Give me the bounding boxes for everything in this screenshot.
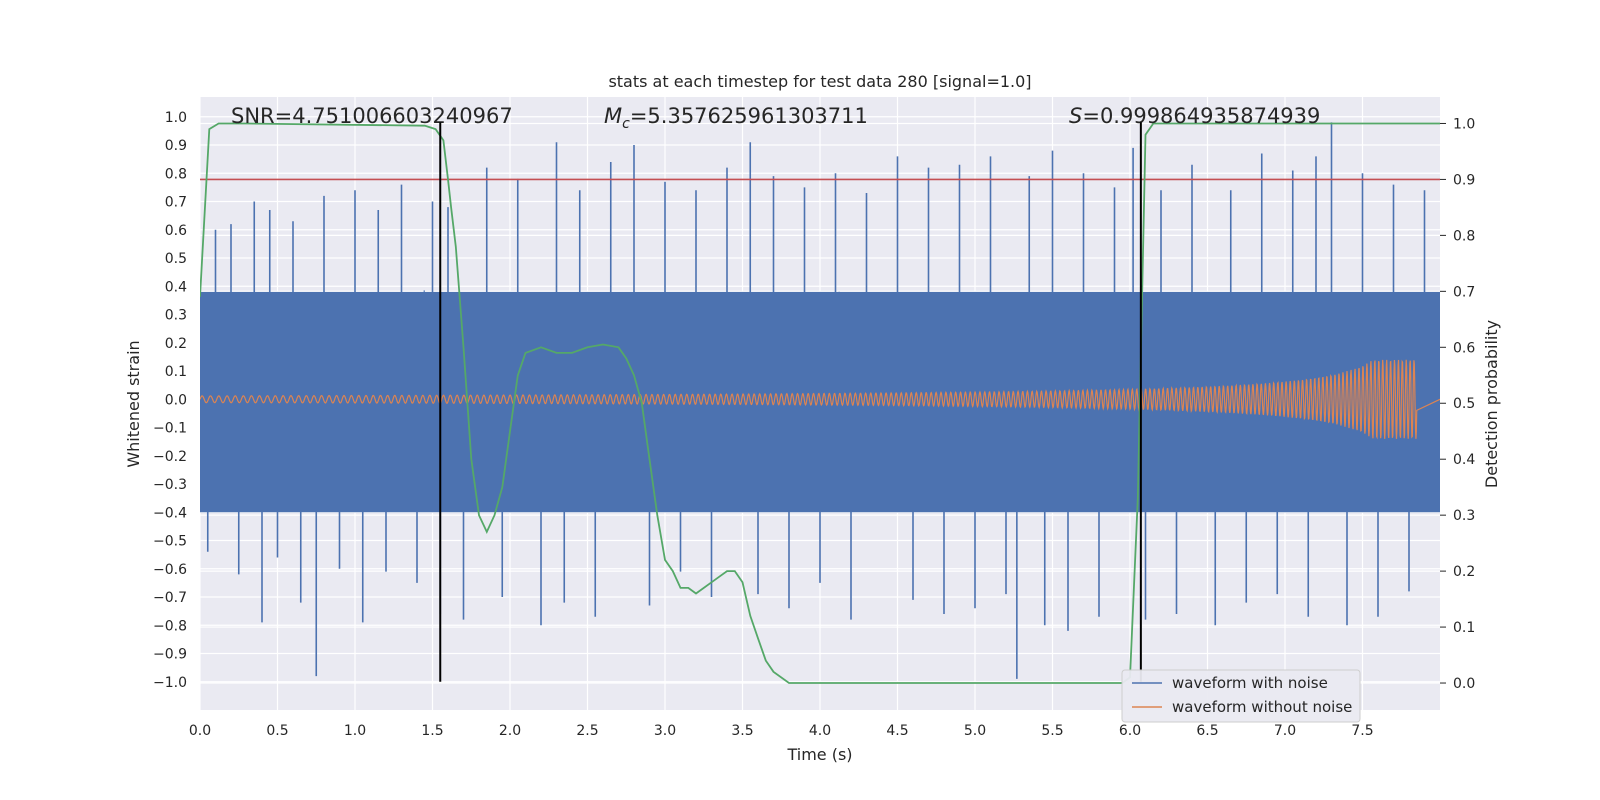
y-axis-ticks: −1.0 −0.9 −0.8 −0.7 −0.6 −0.5 −0.4 −0.3 −0.2 −0.1… [153, 110, 187, 691]
y2-tick-label: 0.8 [1453, 228, 1475, 244]
x-tick-label: 2.0 [499, 723, 521, 739]
y-tick-label: 0.9 [165, 138, 187, 154]
y2-tick-label: 0.6 [1453, 340, 1475, 356]
y-tick-label: −0.9 [153, 647, 187, 663]
y-tick-label: 0.6 [165, 223, 187, 239]
x-tick-label: 7.0 [1274, 723, 1296, 739]
y2-tick-label: 0.7 [1453, 284, 1475, 300]
x-tick-label: 2.5 [576, 723, 598, 739]
y2-tick-label: 0.9 [1453, 172, 1475, 188]
series-detection-probability [200, 122, 1440, 684]
y-tick-label: 0.7 [165, 195, 187, 211]
series-waveform-without-noise [200, 359, 1440, 440]
x-tick-label: 0.0 [189, 723, 211, 739]
y2-tick-label: 0.5 [1453, 396, 1475, 412]
x-axis-label: Time (s) [786, 745, 852, 764]
y-tick-label: 0.1 [165, 364, 187, 380]
y-tick-label: −0.4 [153, 505, 187, 521]
y2-tick-label: 0.2 [1453, 564, 1475, 580]
y-tick-label: −0.3 [153, 477, 187, 493]
y-tick-label: −0.1 [153, 421, 187, 437]
x-tick-label: 6.0 [1119, 723, 1141, 739]
y-tick-label: −0.6 [153, 562, 187, 578]
y2-tick-label: 1.0 [1453, 116, 1475, 132]
y2-tick-label: 0.1 [1453, 620, 1475, 636]
legend: waveform with noise waveform without noi… [1121, 669, 1361, 723]
y-tick-label: −0.5 [153, 534, 187, 550]
chirp-mass-annotation: Mc=5.357625961303711 [604, 104, 868, 132]
y-tick-label: 0.4 [165, 279, 187, 295]
x-tick-label: 6.5 [1196, 723, 1218, 739]
x-tick-label: 3.0 [654, 723, 676, 739]
x-tick-label: 0.5 [266, 723, 288, 739]
series-layer [200, 122, 1440, 684]
y-axis-label: Whitened strain [124, 340, 143, 467]
y2-axis-ticks: 0.0 0.1 0.2 0.3 0.4 0.5 0.6 0.7 0.8 0.9 1.0 [1440, 116, 1475, 692]
y-tick-label: 0.0 [165, 392, 187, 408]
y-tick-label: −0.2 [153, 449, 187, 465]
y2-tick-label: 0.0 [1453, 676, 1475, 692]
x-tick-label: 7.5 [1351, 723, 1373, 739]
y-tick-label: −0.8 [153, 618, 187, 634]
y-tick-label: 1.0 [165, 110, 187, 126]
legend-box [1121, 669, 1361, 723]
y2-axis-label: Detection probability [1482, 320, 1501, 488]
y2-tick-label: 0.4 [1453, 452, 1475, 468]
y-tick-label: 0.3 [165, 308, 187, 324]
x-tick-label: 4.0 [809, 723, 831, 739]
x-axis-ticks: 0.0 0.5 1.0 1.5 2.0 2.5 3.0 3.5 4.0 4.5 5.0 5.5 6.0 6… [189, 723, 1374, 739]
x-tick-label: 1.5 [421, 723, 443, 739]
x-tick-label: 5.5 [1041, 723, 1063, 739]
legend-label-waveform-with-noise: waveform with noise [1172, 674, 1328, 692]
y-tick-label: −1.0 [153, 675, 187, 691]
legend-label-waveform-without-noise: waveform without noise [1172, 698, 1352, 716]
y-tick-label: 0.2 [165, 336, 187, 352]
x-tick-label: 4.5 [886, 723, 908, 739]
chart-title: stats at each timestep for test data 280… [608, 72, 1031, 91]
x-tick-label: 5.0 [964, 723, 986, 739]
x-tick-label: 3.5 [731, 723, 753, 739]
snr-annotation: SNR=4.751006603240967 [231, 104, 513, 128]
y2-tick-label: 0.3 [1453, 508, 1475, 524]
y-tick-label: −0.7 [153, 590, 187, 606]
x-tick-label: 1.0 [344, 723, 366, 739]
significance-annotation: S=0.999864935874939 [1069, 104, 1320, 128]
y-tick-label: 0.8 [165, 166, 187, 182]
y-tick-label: 0.5 [165, 251, 187, 267]
